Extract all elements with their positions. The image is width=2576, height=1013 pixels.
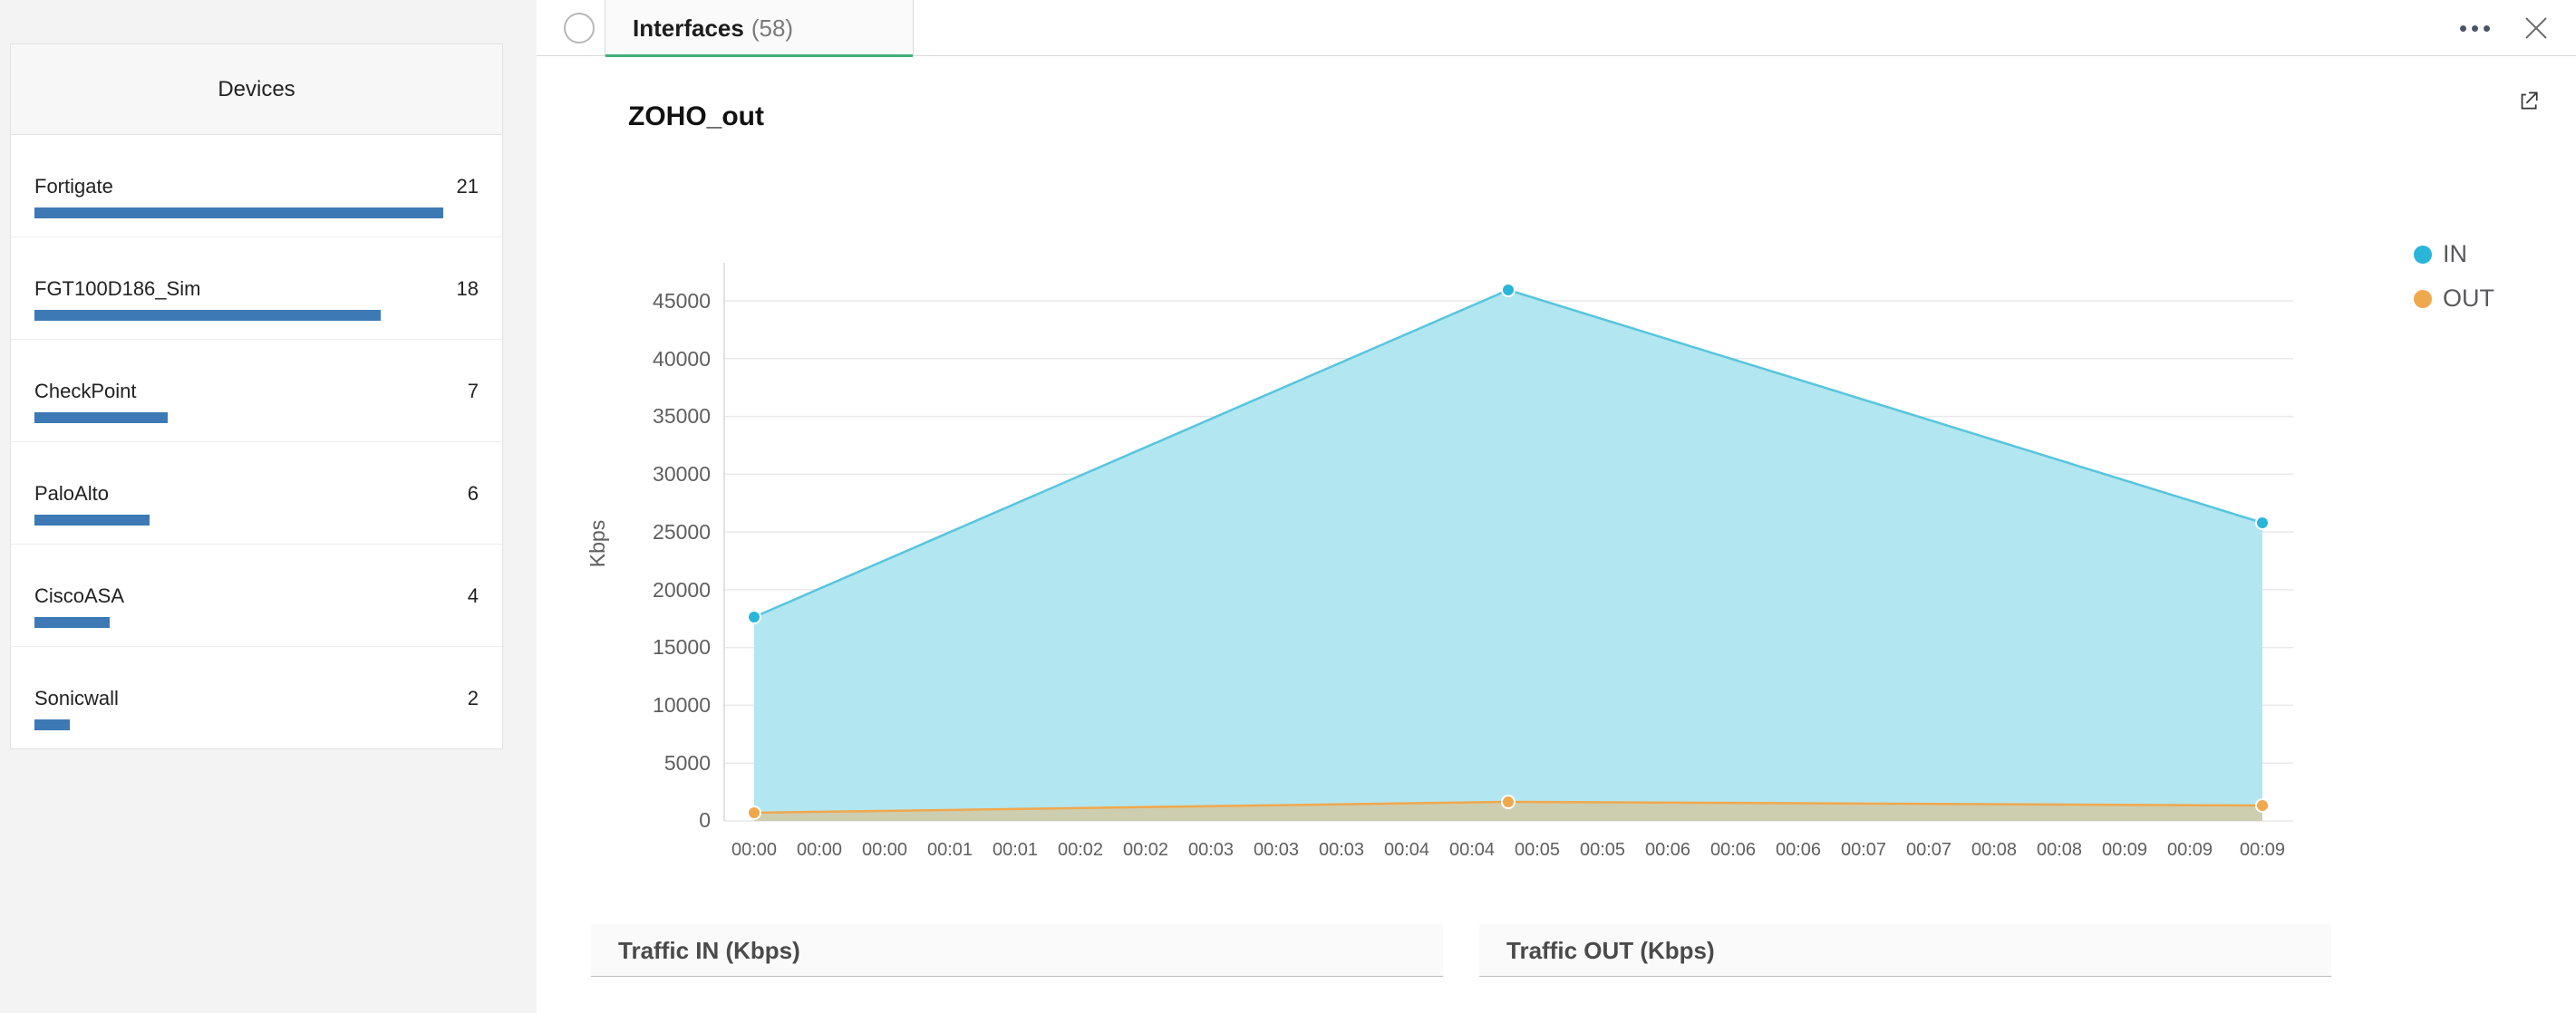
svg-text:00:06: 00:06 (1776, 840, 1821, 860)
svg-text:00:05: 00:05 (1580, 840, 1625, 860)
svg-text:00:09: 00:09 (2102, 840, 2147, 860)
svg-text:30000: 30000 (653, 462, 711, 486)
svg-text:25000: 25000 (653, 520, 711, 544)
svg-text:20000: 20000 (653, 578, 711, 602)
svg-text:00:08: 00:08 (1971, 840, 2017, 860)
svg-text:00:02: 00:02 (1058, 840, 1103, 860)
svg-text:35000: 35000 (653, 404, 711, 428)
svg-text:00:00: 00:00 (731, 840, 777, 860)
svg-text:00:00: 00:00 (862, 840, 907, 860)
svg-text:00:07: 00:07 (1841, 840, 1886, 860)
svg-text:00:03: 00:03 (1188, 840, 1234, 860)
svg-text:5000: 5000 (664, 751, 711, 775)
svg-text:00:06: 00:06 (1710, 840, 1756, 860)
svg-text:45000: 45000 (653, 289, 711, 313)
svg-text:40000: 40000 (653, 347, 711, 371)
svg-text:00:01: 00:01 (993, 840, 1038, 860)
svg-text:00:07: 00:07 (1906, 840, 1951, 860)
svg-text:00:00: 00:00 (797, 840, 842, 860)
svg-text:00:09: 00:09 (2240, 840, 2285, 860)
svg-text:0: 0 (699, 808, 711, 832)
svg-text:00:08: 00:08 (2037, 840, 2082, 860)
svg-text:00:01: 00:01 (927, 840, 973, 860)
svg-text:00:04: 00:04 (1384, 840, 1429, 860)
svg-text:Kbps: Kbps (586, 520, 609, 567)
svg-text:00:03: 00:03 (1254, 840, 1299, 860)
svg-text:00:04: 00:04 (1449, 840, 1495, 860)
svg-text:00:02: 00:02 (1123, 840, 1168, 860)
svg-text:00:03: 00:03 (1319, 840, 1364, 860)
svg-text:00:06: 00:06 (1645, 840, 1690, 860)
svg-text:15000: 15000 (653, 635, 711, 659)
svg-text:10000: 10000 (653, 693, 711, 717)
svg-text:00:09: 00:09 (2167, 840, 2213, 860)
svg-text:00:05: 00:05 (1515, 840, 1560, 860)
